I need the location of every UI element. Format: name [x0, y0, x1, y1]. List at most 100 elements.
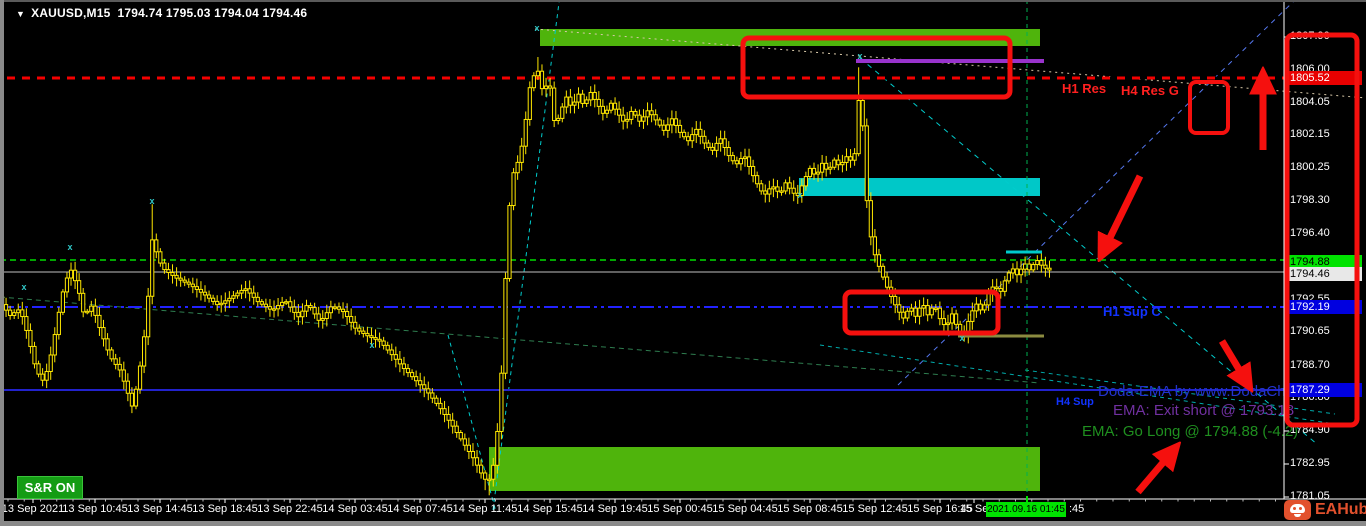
candle-body	[937, 307, 942, 320]
wheat-dotted-descending[interactable]	[534, 28, 1366, 99]
candle-body	[949, 313, 955, 324]
candle-body	[263, 303, 268, 308]
candle-body	[113, 358, 118, 365]
candle-body	[791, 187, 796, 194]
price-label: 1784.90	[1290, 424, 1330, 436]
time-label: 13 Sep 2021	[1, 503, 65, 515]
candle-body	[430, 392, 435, 399]
candle-body	[637, 114, 642, 122]
candle-body	[539, 70, 545, 90]
candle-body	[958, 323, 963, 333]
candle-body	[612, 102, 618, 110]
time-label: 13 Sep 10:45	[62, 503, 128, 515]
candle-body	[178, 277, 183, 281]
candle-body	[349, 316, 354, 323]
candle-body	[275, 305, 281, 310]
time-label: 14 Sep 11:45	[452, 503, 518, 515]
candle-body	[296, 311, 301, 318]
cyan-dash-lower-1[interactable]	[819, 344, 1336, 425]
candle-body	[72, 269, 78, 282]
price-label: 1788.70	[1290, 359, 1330, 371]
candle-body	[702, 135, 707, 144]
cyan-dash-v-down[interactable]	[447, 334, 497, 513]
candle-body	[81, 292, 86, 313]
candle-body	[978, 303, 983, 311]
candle-body	[219, 302, 224, 306]
candle-body	[336, 306, 342, 310]
time-label: 15 Sep 04:45	[712, 503, 778, 515]
candle-body	[345, 311, 350, 318]
time-label: 14 Sep 15:45	[517, 503, 583, 515]
candle-body	[917, 307, 922, 317]
candle-body	[377, 338, 382, 342]
sr-toggle-button[interactable]: S&R ON	[17, 476, 83, 499]
symbol-dropdown-icon[interactable]: ▼	[16, 9, 26, 19]
candle-body	[462, 438, 467, 446]
price-label: 1790.65	[1290, 325, 1330, 337]
candle-body	[162, 262, 167, 271]
candle-body	[142, 336, 147, 367]
resistance-zone-cyan[interactable]	[799, 178, 1040, 196]
candle-body	[401, 363, 407, 370]
candle-body	[483, 472, 488, 480]
fractal-x-marker: x	[534, 23, 539, 33]
candle-body	[815, 171, 821, 175]
current-time-badge: 2021.09.16 01:45	[986, 502, 1066, 517]
candle-body	[779, 190, 784, 193]
candle-body	[235, 292, 240, 297]
candle-body	[763, 190, 768, 195]
candle-body	[876, 254, 882, 267]
candle-body	[20, 309, 25, 318]
candle-body	[60, 291, 65, 313]
candle-body	[519, 145, 524, 163]
candle-body	[775, 186, 780, 192]
candle-body	[206, 294, 212, 299]
candle-body	[572, 101, 577, 106]
candle-body	[872, 236, 877, 256]
candle-body	[243, 288, 248, 291]
candle-body	[8, 309, 13, 316]
chart-label: H4 Sup	[1056, 396, 1094, 408]
time-label: 15 Sep 00:45	[647, 503, 713, 515]
candle-body	[669, 118, 674, 126]
candle-body	[125, 380, 130, 394]
brand-name: EAHub	[1315, 501, 1366, 518]
fractal-x-marker: x	[369, 340, 374, 350]
candle-body	[166, 269, 171, 273]
cyan-dash-v-up[interactable]	[492, 0, 560, 511]
resistance-zone-top[interactable]	[540, 29, 1040, 46]
candle-body	[198, 288, 204, 293]
window-border-top	[0, 0, 1366, 2]
candle-body	[681, 131, 687, 138]
candle-body	[202, 291, 208, 296]
candle-body	[24, 316, 29, 331]
candle-body	[994, 286, 999, 290]
candle-body	[267, 306, 273, 310]
candle-body	[361, 330, 366, 334]
candle-body	[52, 334, 57, 356]
candle-body	[945, 322, 951, 326]
candle-body	[856, 100, 861, 155]
candle-body	[600, 105, 605, 114]
candle-body	[564, 96, 569, 108]
candle-body	[1014, 268, 1020, 276]
candle-body	[146, 295, 151, 338]
support-zone-bottom[interactable]	[489, 447, 1040, 491]
candle-body	[93, 305, 98, 316]
candle-body	[889, 286, 894, 297]
candle-body	[738, 158, 744, 165]
price-label-highlight-resistance-level: 1805.52	[1286, 71, 1362, 85]
window-border-left	[0, 0, 4, 526]
candle-body	[109, 349, 114, 360]
candle-body	[511, 172, 516, 207]
time-label: 15 Se	[959, 503, 989, 515]
candle-body	[426, 388, 431, 394]
candle-body	[137, 365, 143, 390]
price-label: 1796.40	[1290, 227, 1330, 239]
darkgreen-dash[interactable]	[0, 296, 1041, 384]
candle-body	[320, 317, 325, 321]
candle-body	[64, 277, 70, 293]
candle-body	[718, 138, 723, 144]
candle-body	[661, 124, 666, 131]
